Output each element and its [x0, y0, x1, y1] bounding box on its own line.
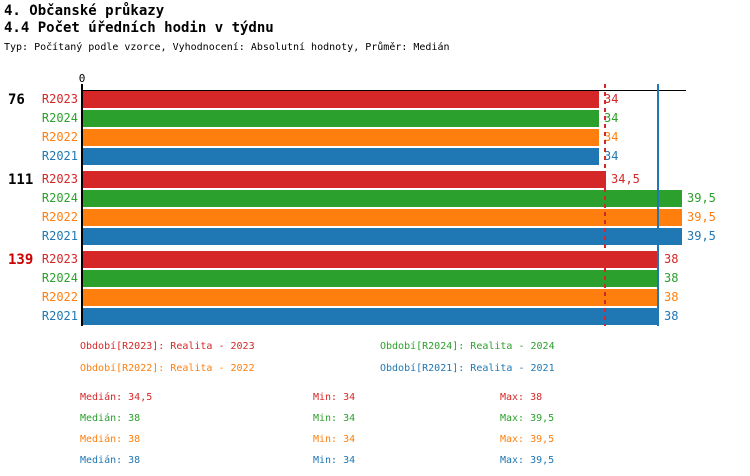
series-label-139-R2023: R2023: [41, 252, 78, 266]
group-label-76: 76: [8, 92, 25, 108]
legend-item-r2021: Období[R2021]: Realita - 2021: [380, 363, 555, 374]
stat-max-r2023: Max: 38: [500, 392, 543, 403]
series-label-76-R2022: R2022: [41, 130, 78, 144]
stat-min-r2024: Min: 34: [313, 413, 356, 424]
bar-value-label-111-R2022: 39,5: [687, 210, 716, 224]
series-label-139-R2024: R2024: [41, 271, 78, 285]
stat-max-r2021: Max: 39,5: [500, 455, 555, 466]
series-label-139-R2021: R2021: [41, 309, 78, 323]
series-label-111-R2023: R2023: [41, 172, 78, 186]
series-label-76-R2024: R2024: [41, 111, 78, 125]
series-label-111-R2022: R2022: [41, 210, 78, 224]
stat-min-r2022: Min: 34: [313, 434, 356, 445]
bar-value-label-76-R2023: 34: [604, 92, 619, 106]
y-axis-line: [81, 84, 83, 326]
bar-value-label-76-R2024: 34: [604, 111, 619, 125]
legend-item-r2023: Období[R2023]: Realita - 2023: [80, 341, 255, 352]
bar-111-R2023: [83, 171, 606, 188]
stat-max-r2022: Max: 39,5: [500, 434, 555, 445]
chart-title: 4.4 Počet úředních hodin v týdnu: [4, 20, 274, 36]
bar-value-label-139-R2024: 38: [664, 271, 679, 285]
bar-value-label-76-R2021: 34: [604, 149, 619, 163]
bar-value-label-139-R2023: 38: [664, 252, 679, 266]
bar-value-label-139-R2021: 38: [664, 309, 679, 323]
bar-value-label-111-R2024: 39,5: [687, 191, 716, 205]
bar-value-label-111-R2023: 34,5: [611, 172, 640, 186]
stat-median-r2021: Medián: 38: [80, 455, 141, 466]
median-marker-line-R2021: [657, 84, 659, 326]
bar-value-label-139-R2022: 38: [664, 290, 679, 304]
stat-min-r2021: Min: 34: [313, 455, 356, 466]
bar-111-R2021: [83, 228, 682, 245]
bar-76-R2024: [83, 110, 599, 127]
x-axis-zero-tick-label: 0: [78, 72, 86, 85]
stat-min-r2023: Min: 34: [313, 392, 356, 403]
series-label-139-R2022: R2022: [41, 290, 78, 304]
bar-76-R2023: [83, 91, 599, 108]
stat-max-r2024: Max: 39,5: [500, 413, 555, 424]
bar-value-label-76-R2022: 34: [604, 130, 619, 144]
x-axis-line: [81, 90, 686, 91]
series-label-111-R2024: R2024: [41, 191, 78, 205]
bar-139-R2021: [83, 308, 659, 325]
bar-76-R2022: [83, 129, 599, 146]
stat-median-r2023: Medián: 34,5: [80, 392, 153, 403]
group-label-139: 139: [8, 252, 34, 268]
bar-111-R2024: [83, 190, 682, 207]
stat-median-r2022: Medián: 38: [80, 434, 141, 445]
series-label-76-R2021: R2021: [41, 149, 78, 163]
bar-139-R2022: [83, 289, 659, 306]
stat-median-r2024: Medián: 38: [80, 413, 141, 424]
median-marker-line-R2023: [604, 84, 606, 326]
bar-139-R2024: [83, 270, 659, 287]
series-label-76-R2023: R2023: [41, 92, 78, 106]
bar-139-R2023: [83, 251, 659, 268]
legend-item-r2022: Období[R2022]: Realita - 2022: [80, 363, 255, 374]
bar-value-label-111-R2021: 39,5: [687, 229, 716, 243]
group-label-111: 111: [8, 172, 34, 188]
bar-76-R2021: [83, 148, 599, 165]
series-label-111-R2021: R2021: [41, 229, 78, 243]
chart-meta-line: Typ: Počítaný podle vzorce, Vyhodnocení:…: [4, 42, 450, 53]
bar-111-R2022: [83, 209, 682, 226]
legend-item-r2024: Období[R2024]: Realita - 2024: [380, 341, 555, 352]
report-title: 4. Občanské průkazy: [4, 3, 165, 19]
